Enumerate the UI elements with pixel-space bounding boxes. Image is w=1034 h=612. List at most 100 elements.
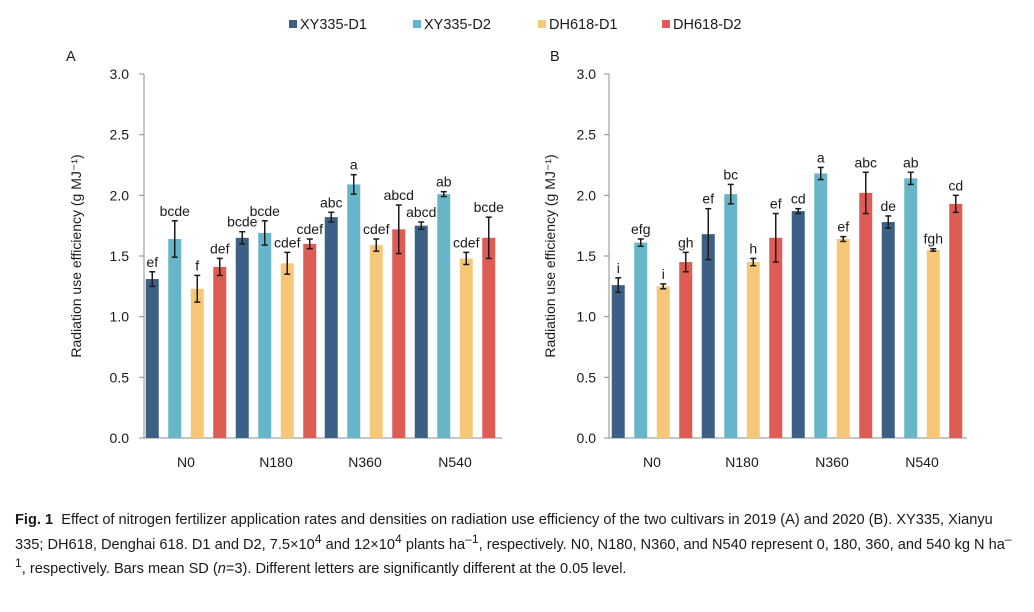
- caption-sup: 4: [314, 531, 322, 546]
- bar: [280, 263, 294, 438]
- significance-label: cd: [791, 191, 806, 207]
- bar: [347, 184, 361, 438]
- caption-text: =3). Different letters are significantly…: [225, 560, 627, 577]
- significance-label: fgh: [924, 231, 943, 247]
- bar: [881, 222, 895, 438]
- caption-sup: –1: [15, 531, 1012, 570]
- y-tick-label: 2.5: [577, 127, 597, 143]
- legend-swatch: [662, 20, 670, 28]
- legend: XY335-D1 XY335-D2 DH618-D1 DH618-D2: [289, 17, 742, 33]
- bar: [392, 229, 406, 438]
- caption-text: and 12×10: [321, 536, 396, 553]
- bar: [634, 242, 648, 438]
- y-tick-label: 1.5: [577, 248, 597, 264]
- significance-label: abc: [854, 154, 877, 170]
- bar: [437, 194, 451, 438]
- x-tick-label: N540: [438, 454, 472, 470]
- significance-label: h: [749, 240, 757, 256]
- legend-swatch: [538, 20, 546, 28]
- caption-sup: –1: [465, 531, 479, 546]
- bar: [459, 258, 473, 438]
- bar: [814, 173, 828, 438]
- significance-label: i: [662, 266, 665, 282]
- bar: [369, 245, 383, 438]
- significance-label: bc: [723, 166, 738, 182]
- bar: [746, 262, 760, 438]
- bar: [859, 192, 873, 438]
- significance-label: bcde: [227, 214, 258, 230]
- y-tick-label: 2.0: [110, 187, 130, 203]
- significance-label: ab: [436, 174, 452, 190]
- bar: [701, 234, 715, 438]
- significance-label: a: [817, 149, 825, 165]
- significance-label: abcd: [384, 187, 414, 203]
- significance-label: i: [617, 260, 620, 276]
- significance-label: gh: [678, 234, 694, 250]
- significance-label: cdef: [297, 221, 324, 237]
- bar: [414, 225, 428, 438]
- significance-label: bcde: [160, 203, 191, 219]
- y-tick-label: 0.0: [110, 430, 130, 446]
- bar: [904, 178, 918, 438]
- significance-label: def: [210, 240, 230, 256]
- bar: [482, 237, 496, 438]
- bar: [836, 239, 850, 438]
- bar: [190, 288, 204, 438]
- significance-label: de: [880, 198, 896, 214]
- significance-label: cdef: [453, 234, 480, 250]
- figure: XY335-D1 XY335-D2 DH618-D1 DH618-D2 A 0.0 0.5…: [66, 17, 967, 470]
- y-tick-label: 3.0: [110, 66, 130, 82]
- significance-label: ab: [903, 154, 919, 170]
- legend-item: DH618-D1: [538, 17, 618, 33]
- caption-n-symbol: n: [217, 560, 226, 577]
- legend-label: XY335-D1: [300, 17, 367, 33]
- y-tick-label: 0.5: [110, 369, 130, 385]
- legend-item: DH618-D2: [662, 17, 742, 33]
- bar: [769, 237, 783, 438]
- y-tick-label: 1.5: [110, 248, 130, 264]
- significance-label: ef: [837, 219, 849, 235]
- significance-label: ef: [146, 254, 158, 270]
- x-tick-label: N0: [643, 454, 661, 470]
- caption-text: , respectively. N0, N180, N360, and N540…: [478, 536, 1005, 553]
- y-tick-label: 2.5: [110, 127, 130, 143]
- bar: [656, 286, 670, 438]
- bar: [611, 285, 625, 438]
- x-tick-label: N360: [348, 454, 382, 470]
- legend-label: DH618-D2: [673, 17, 742, 33]
- panel-letter: A: [66, 49, 76, 65]
- bar: [145, 279, 159, 438]
- y-tick-label: 2.0: [577, 187, 597, 203]
- bar: [679, 262, 693, 438]
- y-axis-label: Radiation use efficiency (g MJ⁻¹): [542, 154, 558, 357]
- significance-label: abc: [320, 194, 343, 210]
- y-tick-label: 1.0: [577, 309, 597, 325]
- caption-text: Effect of nitrogen fertilizer applicatio…: [15, 512, 993, 553]
- bar: [303, 243, 317, 438]
- y-tick-label: 1.0: [110, 309, 130, 325]
- y-tick-label: 3.0: [577, 66, 597, 82]
- bar: [168, 239, 182, 438]
- significance-label: efg: [631, 221, 650, 237]
- panel-a: A 0.0 0.5 1.0 1.5 2.0 2.5 3.0 Radiation use effi…: [66, 49, 504, 470]
- y-tick-label: 0.0: [577, 430, 597, 446]
- significance-label: bcde: [250, 203, 281, 219]
- x-tick-label: N360: [815, 454, 849, 470]
- legend-label: DH618-D1: [549, 17, 618, 33]
- legend-item: XY335-D2: [413, 17, 491, 33]
- legend-swatch: [289, 20, 297, 28]
- panel-letter: B: [550, 49, 560, 65]
- panel-b: B 0.0 0.5 1.0 1.5 2.0 2.5 3.0 Radiation use effi…: [542, 49, 967, 470]
- legend-item: XY335-D1: [289, 17, 367, 33]
- bar: [949, 203, 963, 438]
- caption-sup: 4: [395, 531, 402, 546]
- significance-label: abcd: [406, 204, 436, 220]
- x-tick-label: N180: [725, 454, 759, 470]
- bar: [324, 217, 338, 438]
- significance-label: ef: [702, 191, 714, 207]
- significance-label: bcde: [474, 199, 505, 215]
- bar: [235, 237, 249, 438]
- significance-label: cdef: [363, 221, 390, 237]
- caption-fig-label: Fig. 1: [15, 512, 54, 528]
- x-tick-label: N180: [259, 454, 293, 470]
